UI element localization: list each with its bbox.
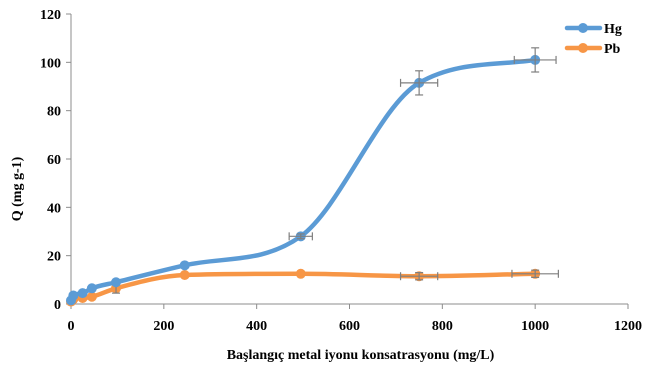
data-point-pb [179,270,190,280]
x-tick-label: 1000 [521,319,549,334]
y-tick-label: 40 [47,201,61,216]
legend-marker-hg [578,23,588,33]
data-point-hg [68,290,79,301]
series-hg [66,47,557,306]
y-tick-label: 20 [47,250,61,265]
data-point-hg [179,260,190,271]
y-tick-label: 120 [40,8,61,23]
x-tick-label: 0 [68,319,75,334]
data-point-pb [295,268,306,279]
y-tick-label: 60 [47,153,61,168]
series-line-hg [68,57,538,303]
y-axis-title: Q (mg g-1) [10,156,25,221]
legend-item-hg: Hg [564,22,622,37]
x-tick-label: 600 [339,319,360,334]
legend: Hg Pb [564,22,622,57]
y-axis-ticks: 0 20 40 60 80 100 120 [40,8,71,313]
y-tick-label: 100 [40,56,61,71]
x-axis-title: Başlangıç metal iyonu konsatrasyonu (mg/… [227,348,495,363]
y-tick-label: 0 [54,298,61,313]
y-tick-label: 80 [47,105,61,120]
data-point-pb [86,291,97,302]
legend-marker-pb [578,43,588,53]
legend-label-hg: Hg [604,22,622,37]
data-point-hg [86,283,97,294]
x-tick-label: 1200 [614,319,642,334]
data-point-hg [77,288,88,299]
x-axis-ticks: 0 200 400 600 800 1000 1200 [68,304,642,334]
series-layer [66,47,559,307]
legend-item-pb: Pb [564,42,621,57]
data-point-hg [111,277,122,288]
x-tick-label: 400 [246,319,267,334]
x-tick-label: 800 [432,319,453,334]
x-tick-label: 200 [153,319,174,334]
legend-label-pb: Pb [604,42,621,57]
